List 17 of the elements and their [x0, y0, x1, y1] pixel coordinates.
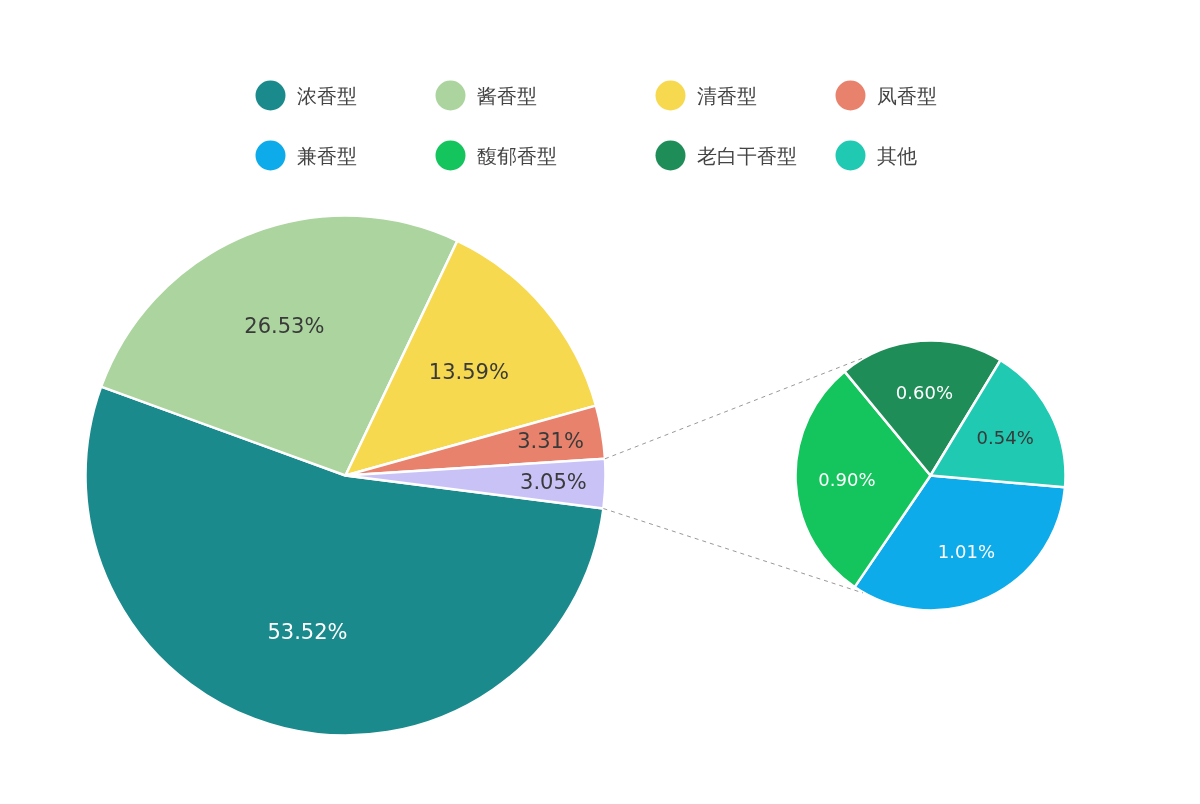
legend-label: 酱香型 [476, 83, 537, 108]
data-label: 3.05% [520, 470, 587, 495]
legend-label: 馥郁香型 [476, 143, 557, 168]
data-label: 1.01% [937, 540, 995, 562]
legend-label: 老白干香型 [696, 143, 797, 168]
legend-label: 清香型 [696, 83, 757, 108]
data-label: 0.60% [895, 381, 954, 403]
data-label: 13.59% [428, 359, 509, 384]
legend-label: 其他 [876, 143, 917, 168]
legend-label: 凤香型 [876, 83, 937, 108]
data-label: 0.90% [818, 468, 876, 490]
data-label: 26.53% [244, 314, 325, 339]
legend-label: 兼香型 [296, 143, 357, 168]
data-label: 0.54% [976, 427, 1034, 449]
legend-label: 浓香型 [296, 83, 357, 108]
data-label: 3.31% [517, 428, 584, 453]
data-label: 53.52% [267, 620, 348, 645]
